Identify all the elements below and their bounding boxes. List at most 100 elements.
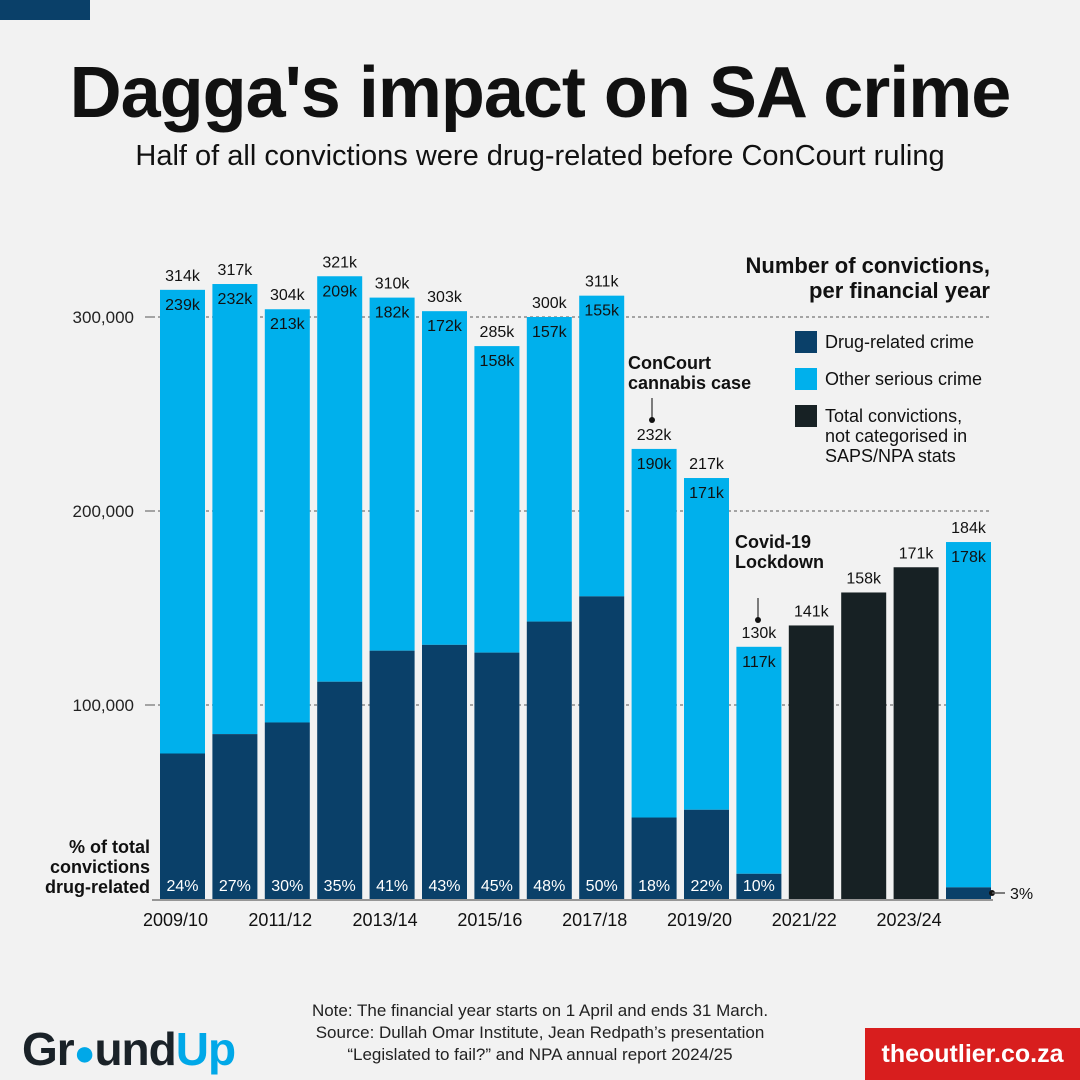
legend-label: Total convictions, <box>825 406 962 426</box>
pct-label: 41% <box>376 878 408 895</box>
note-line: “Legislated to fail?” and NPA annual rep… <box>347 1045 733 1064</box>
bar-total <box>893 567 939 899</box>
bar-drug-crime <box>264 722 310 899</box>
total-value-label: 304k <box>270 287 306 304</box>
other-value-label: 239k <box>165 297 201 314</box>
total-value-label: 141k <box>794 603 830 620</box>
total-value-label: 303k <box>427 289 463 306</box>
x-tick-label: 2011/12 <box>248 910 312 930</box>
bar-other-crime <box>631 448 677 818</box>
theoutlier-logo: theoutlier.co.za <box>865 1028 1080 1080</box>
other-value-label: 155k <box>584 303 620 320</box>
bar-drug-crime <box>474 652 520 899</box>
bar-drug-crime <box>579 596 625 899</box>
total-value-label: 310k <box>375 276 411 293</box>
total-value-label: 232k <box>637 427 673 444</box>
other-value-label: 172k <box>427 318 463 335</box>
x-tick-label: 2019/20 <box>667 910 732 930</box>
x-tick-label: 2015/16 <box>457 910 522 930</box>
other-value-label: 213k <box>270 316 306 333</box>
total-value-label: 217k <box>689 456 725 473</box>
other-value-label: 158k <box>480 353 516 370</box>
chart-title: per financial year <box>809 278 990 303</box>
pct-label: 3% <box>1010 886 1033 903</box>
bar-other-crime <box>474 346 520 653</box>
bar-other-crime <box>946 542 991 888</box>
accent-bar <box>0 0 90 20</box>
bar-other-crime <box>422 311 467 645</box>
bar-total <box>788 625 834 899</box>
bar-drug-crime <box>369 650 415 899</box>
annotation-dot <box>649 417 655 423</box>
bar-other-crime <box>684 478 729 810</box>
bar-drug-crime <box>160 753 205 899</box>
bar-other-crime <box>264 309 310 723</box>
bar-chart: 100,000 200,000 300,000 239k 24% 314k 232k 27% 3… <box>45 253 1033 930</box>
pct-label: 35% <box>324 878 356 895</box>
bar-drug-crime <box>631 817 677 899</box>
annotation-text: ConCourt <box>628 353 711 373</box>
annotation-text: Lockdown <box>735 552 824 572</box>
bar-other-crime <box>736 646 782 874</box>
y-tick-label: 300,000 <box>73 308 134 327</box>
legend-swatch-total <box>795 405 817 427</box>
total-value-label: 171k <box>899 545 935 562</box>
pct-axis-label: drug-related <box>45 877 150 897</box>
pct-label: 50% <box>586 878 618 895</box>
other-value-label: 171k <box>689 485 725 502</box>
pct-label: 22% <box>690 878 722 895</box>
legend-label: Other serious crime <box>825 369 982 389</box>
pct-label: 30% <box>271 878 303 895</box>
x-tick-label: 2023/24 <box>877 910 942 930</box>
bar-other-crime <box>212 284 258 735</box>
pct-label: 18% <box>638 878 670 895</box>
bar-drug-crime <box>946 887 991 899</box>
bar-drug-crime <box>736 873 782 899</box>
other-value-label: 178k <box>951 549 987 566</box>
x-tick-label: 2009/10 <box>143 910 208 930</box>
bar-drug-crime <box>422 644 467 899</box>
pct-label: 48% <box>533 878 565 895</box>
bar-drug-crime <box>212 734 258 899</box>
pct-label: 45% <box>481 878 513 895</box>
y-tick-label: 100,000 <box>73 696 134 715</box>
pct-label: 43% <box>428 878 460 895</box>
bar-other-crime <box>317 276 363 682</box>
pct-label: 24% <box>166 878 198 895</box>
other-value-label: 157k <box>532 324 568 341</box>
total-value-label: 300k <box>532 295 568 312</box>
other-value-label: 182k <box>375 305 411 322</box>
total-value-label: 130k <box>742 625 778 642</box>
other-value-label: 190k <box>637 456 673 473</box>
note-line: Note: The financial year starts on 1 Apr… <box>311 1001 769 1020</box>
source-note: Note: The financial year starts on 1 Apr… <box>250 1000 830 1066</box>
annotation-text: cannabis case <box>628 373 751 393</box>
total-value-label: 184k <box>951 520 987 537</box>
total-value-label: 158k <box>846 570 882 587</box>
legend-label: not categorised in <box>825 426 967 446</box>
total-value-label: 314k <box>165 268 201 285</box>
bar-drug-crime <box>317 681 363 899</box>
groundup-logo: Gr●undUp <box>22 1023 236 1075</box>
pct-label: 27% <box>219 878 251 895</box>
bar-total <box>841 592 887 899</box>
page-title: Dagga's impact on SA crime <box>69 53 1012 133</box>
legend-swatch-other <box>795 368 817 390</box>
legend-label: SAPS/NPA stats <box>825 446 956 466</box>
other-value-label: 209k <box>322 283 358 300</box>
subtitle: Half of all convictions were drug-relate… <box>135 140 945 172</box>
pct-axis-label: % of total <box>69 837 150 857</box>
annotation-text: Covid-19 <box>735 532 811 552</box>
x-tick-label: 2021/22 <box>772 910 837 930</box>
total-value-label: 285k <box>480 324 516 341</box>
bar-other-crime <box>369 297 415 651</box>
x-tick-label: 2013/14 <box>353 910 418 930</box>
pct-label: 10% <box>743 878 775 895</box>
y-tick-label: 200,000 <box>73 502 134 521</box>
bar-other-crime <box>579 295 625 597</box>
other-value-label: 232k <box>218 291 254 308</box>
bar-drug-crime <box>684 809 729 899</box>
note-line: Source: Dullah Omar Institute, Jean Redp… <box>315 1023 765 1042</box>
bar-drug-crime <box>526 621 572 899</box>
